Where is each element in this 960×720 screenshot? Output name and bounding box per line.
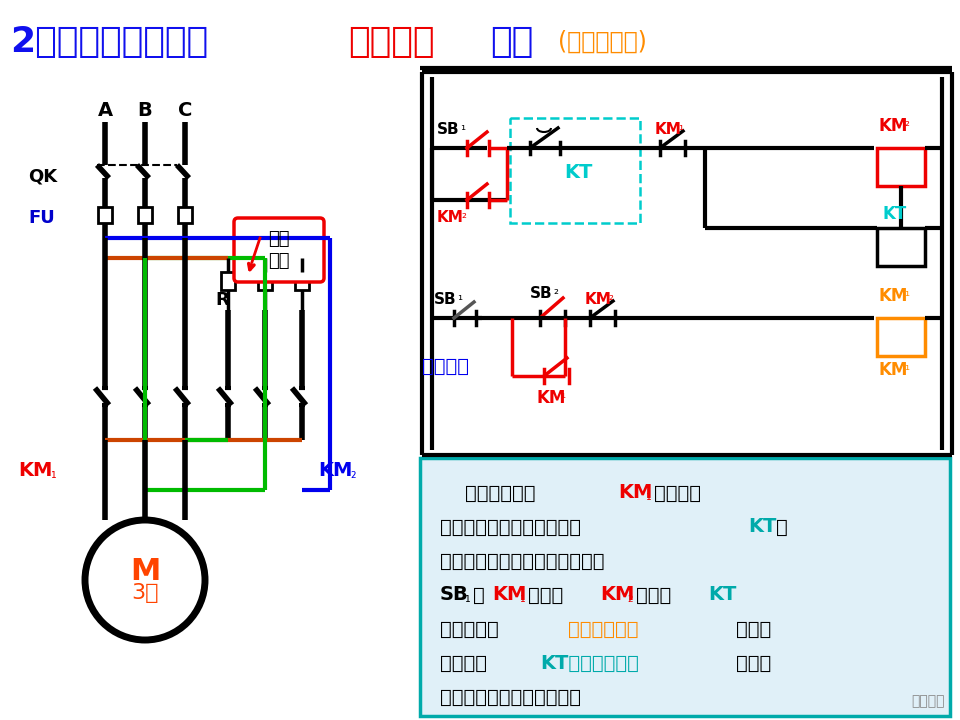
Text: KM: KM (879, 117, 908, 135)
Text: ₂: ₂ (461, 209, 466, 222)
Text: 控制: 控制 (490, 25, 533, 59)
Text: 反接制动: 反接制动 (348, 25, 435, 59)
Text: ₁: ₁ (560, 389, 565, 402)
Text: 电工之家: 电工之家 (911, 694, 945, 708)
Text: KM: KM (879, 287, 908, 305)
Text: ₂: ₂ (553, 284, 558, 297)
Text: KM: KM (492, 585, 526, 605)
Text: 常开延时触头闭合。停车时，按: 常开延时触头闭合。停车时，按 (440, 552, 605, 570)
Text: ₁: ₁ (904, 361, 909, 374)
Text: 停止运转，反接制动结束。: 停止运转，反接制动结束。 (440, 688, 581, 706)
Text: 3～: 3～ (132, 583, 158, 603)
Text: 改变相序: 改变相序 (422, 356, 469, 376)
Text: ）: ） (776, 518, 788, 536)
Text: KM: KM (879, 361, 908, 379)
Text: ₂: ₂ (904, 117, 909, 130)
Text: FU: FU (28, 209, 55, 227)
Bar (877, 318, 925, 356)
Text: KM: KM (437, 210, 464, 225)
Bar (877, 148, 925, 186)
Text: KM: KM (585, 292, 612, 307)
Text: ₁: ₁ (464, 591, 469, 605)
FancyBboxPatch shape (234, 218, 324, 282)
Text: ₁: ₁ (678, 120, 683, 133)
Text: ₁: ₁ (460, 120, 465, 133)
Text: KM: KM (318, 461, 352, 480)
Text: KM: KM (618, 484, 653, 503)
Text: 限流: 限流 (268, 230, 290, 248)
Text: KM: KM (18, 461, 53, 480)
Text: KM: KM (600, 585, 635, 605)
Text: 通电，: 通电， (636, 585, 671, 605)
Text: ₂: ₂ (350, 467, 355, 481)
Text: SB: SB (437, 122, 460, 138)
Text: B: B (137, 101, 153, 120)
Text: KT: KT (882, 205, 906, 223)
Text: ₁: ₁ (904, 287, 909, 300)
Text: KT延时触头断开: KT延时触头断开 (540, 654, 638, 672)
Text: 2．三相异步电动机: 2．三相异步电动机 (10, 25, 208, 59)
Bar (295, 272, 309, 290)
Bar (221, 272, 235, 290)
Text: R: R (215, 291, 228, 309)
Text: 断电延时，: 断电延时， (440, 619, 499, 639)
Text: M: M (130, 557, 160, 587)
Text: KM: KM (655, 122, 682, 138)
Bar (178, 207, 192, 223)
Text: A: A (97, 101, 112, 120)
Text: ₂: ₂ (627, 591, 633, 605)
Text: 通电，电: 通电，电 (654, 484, 701, 503)
Text: ，: ， (473, 585, 485, 605)
Text: QK: QK (28, 168, 58, 186)
Text: ₁: ₁ (519, 591, 524, 605)
Text: SB: SB (530, 286, 553, 300)
Text: 时间到，: 时间到， (440, 654, 487, 672)
Text: 开始反接制动: 开始反接制动 (568, 619, 638, 639)
Text: ₁: ₁ (457, 290, 462, 304)
Bar (258, 272, 272, 290)
Text: 电阻: 电阻 (268, 252, 290, 270)
Text: ₁: ₁ (50, 467, 56, 481)
Text: KM: KM (536, 389, 565, 407)
Text: ₂: ₂ (608, 290, 613, 304)
Text: 断电，: 断电， (528, 585, 564, 605)
Text: C: C (178, 101, 192, 120)
Bar (98, 207, 112, 223)
Text: SB: SB (434, 292, 457, 307)
Text: 正常工作时，: 正常工作时， (440, 484, 536, 503)
Text: KT: KT (708, 585, 736, 605)
Text: 机正向运转，时间继电器（: 机正向运转，时间继电器（ (440, 518, 581, 536)
Text: (时间继电器): (时间继电器) (558, 30, 647, 54)
Text: KT: KT (748, 518, 777, 536)
Text: KT: KT (564, 163, 592, 182)
Bar (138, 207, 152, 223)
Text: 。延时: 。延时 (736, 619, 771, 639)
Text: ₁: ₁ (645, 489, 651, 503)
Bar (877, 228, 925, 266)
Text: SB: SB (440, 585, 468, 605)
FancyBboxPatch shape (420, 458, 950, 716)
Text: ，电机: ，电机 (736, 654, 771, 672)
